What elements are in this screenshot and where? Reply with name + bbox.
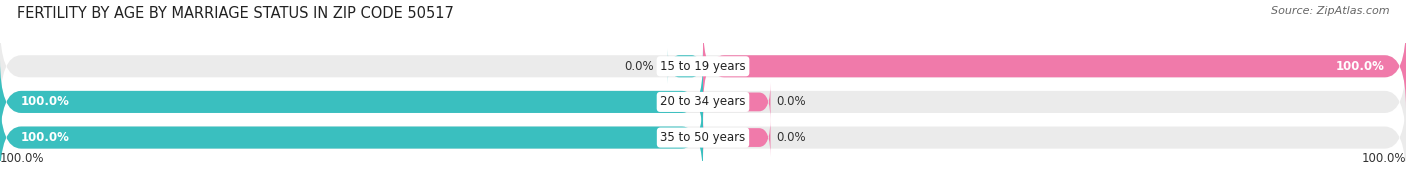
Text: 100.0%: 100.0% [21,95,70,108]
FancyBboxPatch shape [703,118,770,157]
Text: Source: ZipAtlas.com: Source: ZipAtlas.com [1271,6,1389,16]
Text: 0.0%: 0.0% [776,131,806,144]
Text: 100.0%: 100.0% [0,152,45,165]
FancyBboxPatch shape [0,60,1406,144]
FancyBboxPatch shape [0,60,703,144]
Text: 0.0%: 0.0% [624,60,654,73]
FancyBboxPatch shape [668,49,703,84]
Text: FERTILITY BY AGE BY MARRIAGE STATUS IN ZIP CODE 50517: FERTILITY BY AGE BY MARRIAGE STATUS IN Z… [17,6,454,21]
Text: 100.0%: 100.0% [21,131,70,144]
Text: 20 to 34 years: 20 to 34 years [661,95,745,108]
Text: 0.0%: 0.0% [776,95,806,108]
FancyBboxPatch shape [703,24,1406,109]
FancyBboxPatch shape [0,24,1406,109]
FancyBboxPatch shape [0,95,1406,180]
Text: 15 to 19 years: 15 to 19 years [661,60,745,73]
Text: 100.0%: 100.0% [1361,152,1406,165]
Text: 35 to 50 years: 35 to 50 years [661,131,745,144]
FancyBboxPatch shape [703,83,770,121]
Text: 100.0%: 100.0% [1336,60,1385,73]
FancyBboxPatch shape [0,95,703,180]
